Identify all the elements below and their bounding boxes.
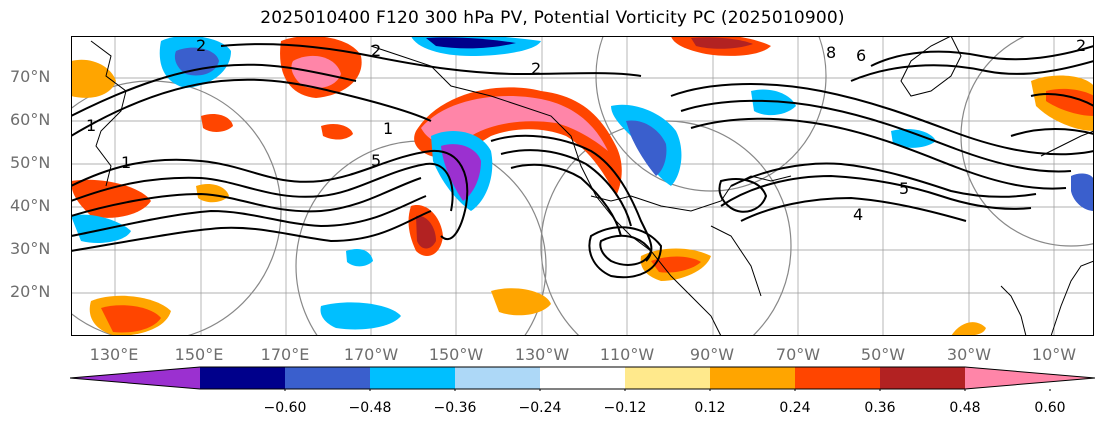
colorbar-segment [200,367,286,389]
contour-label: 2 [1076,36,1086,55]
map-title: 2025010400 F120 300 hPa PV, Potential Vo… [260,8,845,28]
lon-label: 130°W [514,345,570,364]
colorbar-segment [710,367,796,389]
colorbar-tick-label: 0.12 [694,400,726,416]
coastlines [90,36,1094,336]
map-panel: 2 2 2 1 1 1 4 5 5 8 6 5 2 [71,36,1094,336]
colorbar-tick-label: 0.36 [864,400,896,416]
colorbar-segment [540,367,626,389]
contour-label: 4 [853,205,863,224]
colorbar-segment [455,367,541,389]
colorbar-tick-label: −0.36 [433,400,477,416]
colorbar [70,366,1095,391]
lon-label: 10°W [1031,345,1077,364]
colorbar-tick-label: 0.48 [949,400,981,416]
colorbar-segment [880,367,966,389]
lon-label: 130°E [89,345,139,364]
lon-label: 50°W [860,345,906,364]
lon-label: 150°W [428,345,484,364]
lat-label: 60°N [10,110,51,129]
colorbar-outline [70,366,1095,390]
lon-label: 30°W [946,345,992,364]
contour-label: 1 [383,119,393,138]
contour-label: 1 [121,153,131,172]
pv-contours [71,43,1094,279]
lon-label: 170°E [260,345,310,364]
colorbar-extend-min [70,367,200,389]
lon-label: 150°E [174,345,224,364]
lon-label: 70°W [775,345,821,364]
contour-label: 6 [856,46,866,65]
colorbar-tick-label: −0.60 [263,400,307,416]
colorbar-segment [625,367,711,389]
colorbar-tick-label: −0.12 [603,400,647,416]
colorbar-segment [285,367,371,389]
colorbar-segment [370,367,456,389]
contour-label: 5 [371,151,381,170]
lat-label: 30°N [10,239,51,258]
contour-label: 8 [826,43,836,62]
colorbar-tick-label: −0.48 [348,400,392,416]
contour-label: 2 [531,59,541,78]
pv-anomaly-shading [71,36,1094,336]
contour-label: 2 [196,36,206,55]
colorbar-tick-label: −0.24 [518,400,562,416]
contour-label: 2 [371,41,381,60]
colorbar-extend-max [965,367,1095,389]
lon-label: 170°W [343,345,399,364]
lat-label: 20°N [10,282,51,301]
contour-label: 1 [86,116,96,135]
lon-label: 90°W [689,345,735,364]
lat-label: 40°N [10,196,51,215]
colorbar-segment [795,367,881,389]
lat-label: 50°N [10,153,51,172]
lon-label: 110°W [599,345,655,364]
contour-label: 5 [899,179,909,198]
contour-labels: 2 2 2 1 1 1 4 5 5 8 6 5 2 [86,36,1086,224]
colorbar-tick-label: 0.60 [1034,400,1066,416]
lat-label: 70°N [10,67,51,86]
colorbar-tick-label: 0.24 [779,400,811,416]
